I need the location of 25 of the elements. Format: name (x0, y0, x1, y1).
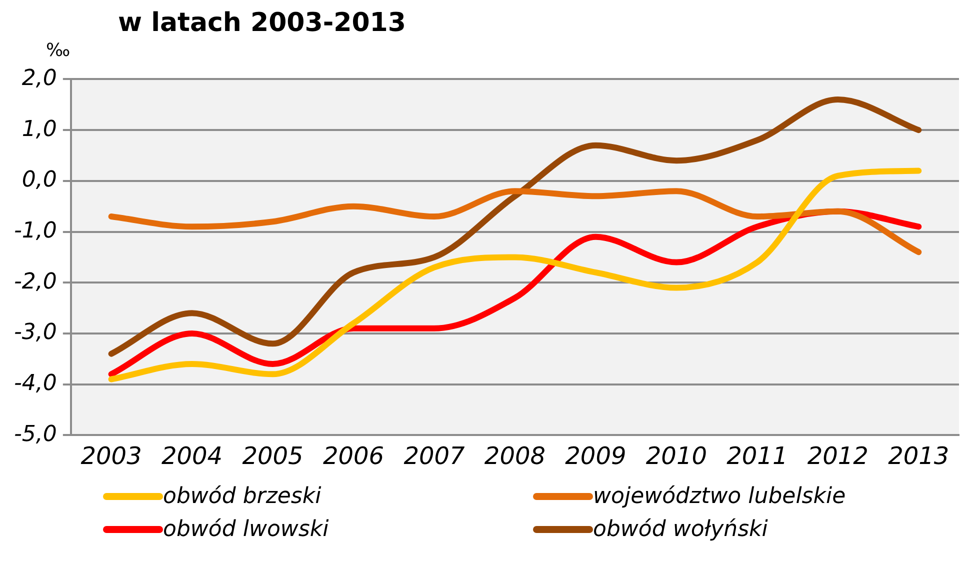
x-tick-label: 2010 (646, 442, 707, 470)
y-tick-label: 0,0 (22, 168, 57, 193)
legend-label: obwód wołyński (593, 517, 768, 542)
y-tick-label: -4,0 (14, 371, 57, 396)
y-tick-label: 2,0 (22, 66, 57, 91)
chart-title: w latach 2003-2013 (118, 8, 407, 40)
x-tick-label: 2007 (404, 442, 466, 470)
y-axis-title: ‰ (46, 40, 72, 61)
x-tick-label: 2004 (161, 442, 223, 470)
x-tick-label: 2003 (80, 442, 142, 470)
y-tick-label: -5,0 (14, 422, 57, 447)
x-tick-label: 2012 (807, 442, 868, 470)
x-tick-label: 2009 (565, 442, 626, 470)
y-tick-label: -3,0 (14, 320, 57, 346)
x-tick-label: 2013 (888, 442, 950, 470)
x-tick-label: 2006 (322, 442, 384, 470)
y-tick-label: -2,0 (14, 269, 57, 294)
y-tick-label: 1,0 (22, 116, 57, 142)
legend-label: obwód brzeski (163, 484, 322, 509)
x-tick-label: 2008 (484, 442, 546, 470)
y-tick-label: -1,0 (14, 218, 57, 244)
x-tick-label: 2005 (242, 442, 304, 470)
legend-label: województwo lubelskie (593, 484, 846, 509)
legend-label: obwód lwowski (163, 517, 329, 542)
x-tick-label: 2011 (726, 442, 788, 470)
